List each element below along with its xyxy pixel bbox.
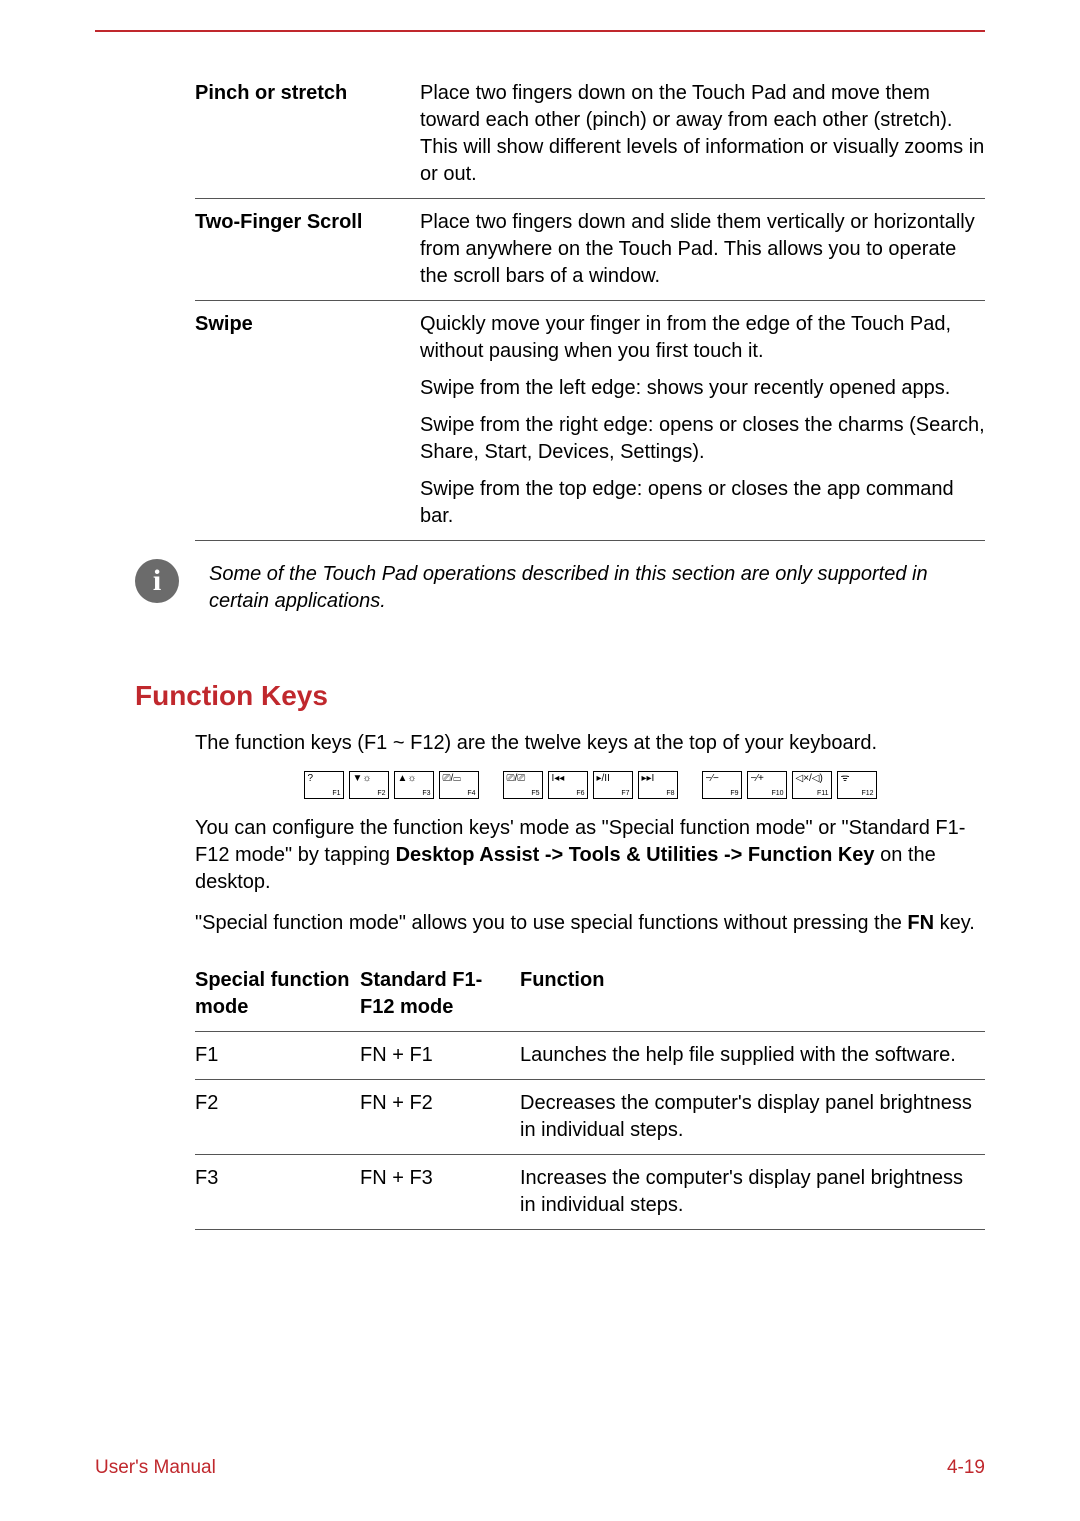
touch-gestures-table: Pinch or stretchPlace two fingers down o… <box>195 70 985 541</box>
gesture-description: Quickly move your finger in from the edg… <box>420 301 985 541</box>
config-bold: Desktop Assist -> Tools & Utilities -> F… <box>396 844 875 866</box>
keycap-sub: F12 <box>861 790 873 797</box>
keycap: ? F1 <box>304 771 344 799</box>
header-rule <box>95 30 985 32</box>
special-pre: "Special function mode" allows you to us… <box>195 912 907 934</box>
keycap-main: ▸/II <box>597 774 610 784</box>
keycap-group: ⎚/⎚ F5 I◂◂ F6 ▸/II F7 ▸▸I F8 <box>503 771 678 799</box>
keycap-main: I◂◂ <box>552 774 565 784</box>
fn-cell-special: F2 <box>195 1080 360 1155</box>
fn-cell-function: Decreases the computer's display panel b… <box>520 1080 985 1155</box>
note-text: Some of the Touch Pad operations describ… <box>209 559 985 615</box>
keycap-sub: F4 <box>467 790 475 797</box>
keycap-main: ⎚/▭ <box>443 774 461 784</box>
keycap-main: ? <box>308 774 314 784</box>
gesture-label: Pinch or stretch <box>195 70 420 199</box>
keycap: ⎚/▭ F4 <box>439 771 479 799</box>
keycap: ⎚/⎚ F5 <box>503 771 543 799</box>
keycap-sub: F3 <box>422 790 430 797</box>
gesture-row: Two-Finger ScrollPlace two fingers down … <box>195 199 985 301</box>
fn-cell-special: F1 <box>195 1032 360 1080</box>
fn-header-standard: Standard F1-F12 mode <box>360 957 520 1032</box>
keycap-group: ? F1 ▼☼ F2 ▲☼ F3 ⎚/▭ F4 <box>304 771 479 799</box>
keycap-sub: F1 <box>332 790 340 797</box>
keycap: ▼☼ F2 <box>349 771 389 799</box>
gesture-label: Two-Finger Scroll <box>195 199 420 301</box>
keycap: I◂◂ F6 <box>548 771 588 799</box>
keycap-sub: F11 <box>817 790 829 797</box>
fn-cell-function: Increases the computer's display panel b… <box>520 1155 985 1230</box>
fn-cell-function: Launches the help file supplied with the… <box>520 1032 985 1080</box>
keycap-main: ▸▸I <box>642 774 655 784</box>
footer-right: 4-19 <box>947 1457 985 1479</box>
keycap-main: ▲☼ <box>398 774 417 784</box>
keycap-sub: F5 <box>531 790 539 797</box>
fn-cell-standard: FN + F2 <box>360 1080 520 1155</box>
keycap-main: −⁄− <box>706 774 719 784</box>
gesture-label: Swipe <box>195 301 420 541</box>
keycap-main: ᯤ <box>841 774 850 784</box>
gesture-paragraph: Place two fingers down on the Touch Pad … <box>420 80 985 188</box>
function-keys-table: Special function mode Standard F1-F12 mo… <box>195 957 985 1230</box>
gesture-description: Place two fingers down on the Touch Pad … <box>420 70 985 199</box>
keycap: −⁄− F9 <box>702 771 742 799</box>
section-heading-function-keys: Function Keys <box>135 680 985 712</box>
keycap-main: ⎚/⎚ <box>507 774 526 784</box>
info-icon: i <box>135 559 179 603</box>
function-keys-illustration: ? F1 ▼☼ F2 ▲☼ F3 ⎚/▭ F4 ⎚/⎚ F5 I◂◂ F6 ▸/II F7 ▸▸I F8 −⁄−… <box>195 771 985 799</box>
gesture-row: SwipeQuickly move your finger in from th… <box>195 301 985 541</box>
note-block: i Some of the Touch Pad operations descr… <box>135 559 985 615</box>
keycap-sub: F8 <box>666 790 674 797</box>
fn-cell-standard: FN + F3 <box>360 1155 520 1230</box>
config-paragraph: You can configure the function keys' mod… <box>195 815 985 896</box>
info-icon-glyph: i <box>135 559 179 603</box>
gesture-paragraph: Swipe from the top edge: opens or closes… <box>420 476 985 530</box>
gesture-row: Pinch or stretchPlace two fingers down o… <box>195 70 985 199</box>
keycap: −⁄+ F10 <box>747 771 787 799</box>
special-mode-paragraph: "Special function mode" allows you to us… <box>195 910 985 937</box>
keycap-sub: F6 <box>576 790 584 797</box>
fn-row: F3FN + F3Increases the computer's displa… <box>195 1155 985 1230</box>
keycap: ▸/II F7 <box>593 771 633 799</box>
keycap-sub: F9 <box>730 790 738 797</box>
keycap-main: −⁄+ <box>751 774 764 784</box>
keycap-main: ◁×/◁) <box>796 774 823 784</box>
keycap: ▸▸I F8 <box>638 771 678 799</box>
fn-header-function: Function <box>520 957 985 1032</box>
gesture-paragraph: Swipe from the left edge: shows your rec… <box>420 375 985 402</box>
fn-cell-special: F3 <box>195 1155 360 1230</box>
gesture-paragraph: Quickly move your finger in from the edg… <box>420 311 985 365</box>
gesture-paragraph: Swipe from the right edge: opens or clos… <box>420 412 985 466</box>
keycap: ▲☼ F3 <box>394 771 434 799</box>
special-bold: FN <box>907 912 934 934</box>
function-keys-intro: The function keys (F1 ~ F12) are the twe… <box>195 730 985 757</box>
gesture-paragraph: Place two fingers down and slide them ve… <box>420 209 985 290</box>
gesture-description: Place two fingers down and slide them ve… <box>420 199 985 301</box>
keycap-sub: F10 <box>771 790 783 797</box>
page-content: Pinch or stretchPlace two fingers down o… <box>0 0 1080 1230</box>
fn-row: F2FN + F2Decreases the computer's displa… <box>195 1080 985 1155</box>
footer-left: User's Manual <box>95 1457 216 1479</box>
keycap: ◁×/◁) F11 <box>792 771 832 799</box>
fn-header-special: Special function mode <box>195 957 360 1032</box>
keycap-main: ▼☼ <box>353 774 372 784</box>
keycap-sub: F2 <box>377 790 385 797</box>
keycap-sub: F7 <box>621 790 629 797</box>
keycap-group: −⁄− F9 −⁄+ F10 ◁×/◁) F11 ᯤ F12 <box>702 771 877 799</box>
fn-cell-standard: FN + F1 <box>360 1032 520 1080</box>
fn-row: F1FN + F1Launches the help file supplied… <box>195 1032 985 1080</box>
special-post: key. <box>934 912 975 934</box>
page-footer: User's Manual 4-19 <box>95 1457 985 1479</box>
keycap: ᯤ F12 <box>837 771 877 799</box>
